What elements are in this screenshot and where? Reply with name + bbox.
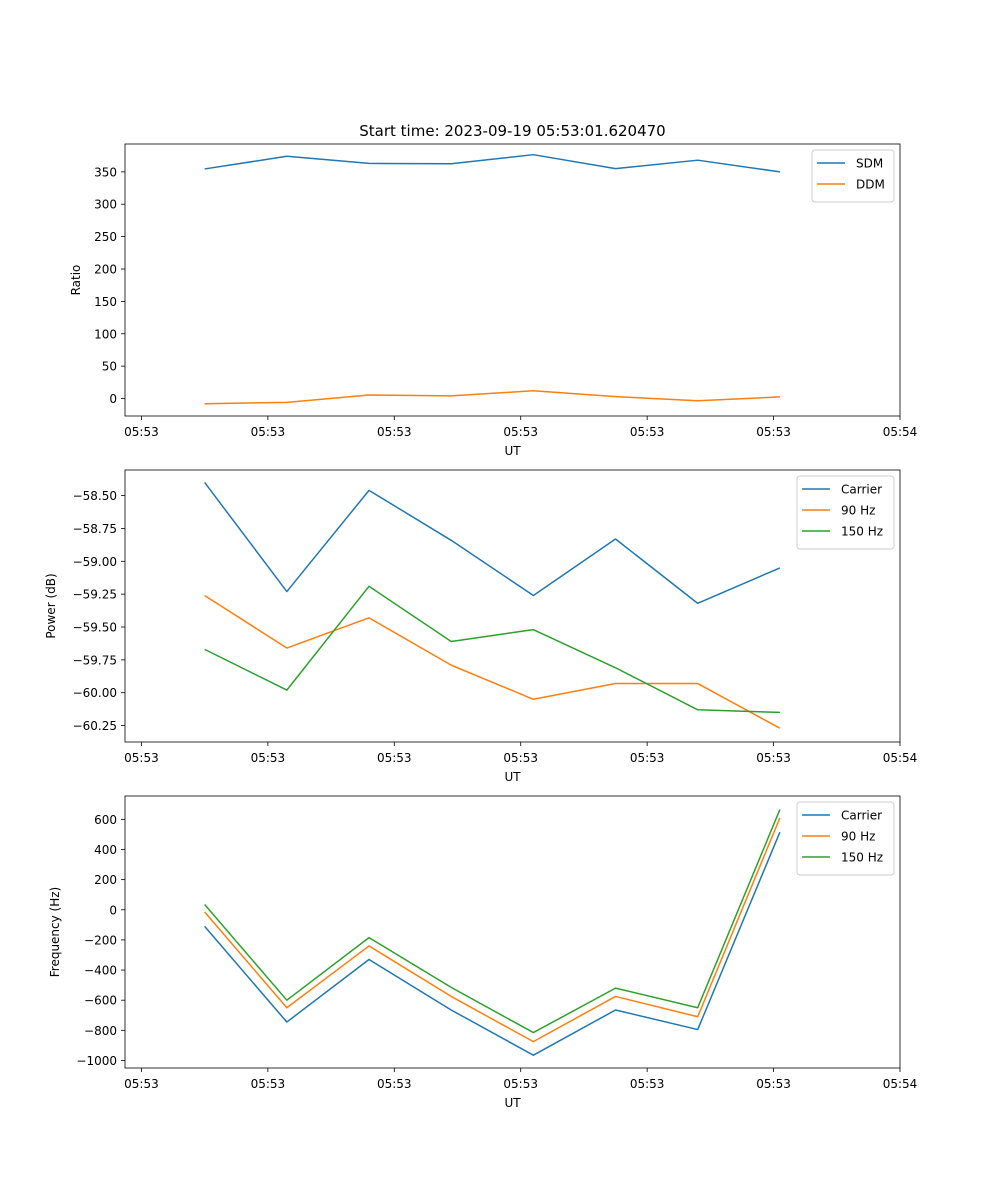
figure-title: Start time: 2023-09-19 05:53:01.620470 [359,122,665,140]
legend: SDM DDM [811,149,895,203]
x-tick-label: 05:53 [251,751,286,765]
series-line-150-hz [204,585,780,714]
legend-entry: Carrier [841,483,882,497]
y-tick-label: −400 [84,964,117,978]
x-tick-label: 05:53 [756,751,791,765]
y-tick-label: −59.00 [73,555,117,569]
chart-panel-2: 05:53 05:53 05:53 05:53 05:53 05:53 05:54 −60.2… [44,469,918,784]
legend: Carrier 90 Hz 150 Hz [796,475,895,550]
axes-frame [124,143,901,417]
legend-entry: 90 Hz [841,830,875,844]
x-axis-label: UT [504,444,521,458]
legend-entry: 90 Hz [841,504,875,518]
y-tick-label: 350 [94,165,117,179]
x-tick-label: 05:53 [756,425,791,439]
y-axis-label: Frequency (Hz) [48,887,62,978]
y-tick-label: 200 [94,873,117,887]
x-tick-label: 05:53 [756,1077,791,1091]
x-tick-label: 05:53 [377,425,412,439]
y-axis-label: Ratio [69,265,83,296]
x-tick-label: 05:53 [630,751,665,765]
y-tick-label: −58.75 [73,522,117,536]
y-tick-label: 300 [94,198,117,212]
x-axis-label: UT [504,1096,521,1110]
y-tick-label: 50 [102,360,117,374]
series-line-sdm [204,153,780,173]
legend: Carrier 90 Hz 150 Hz [796,801,895,876]
y-tick-label: −59.25 [73,588,117,602]
x-tick-label: 05:53 [124,425,159,439]
y-tick-label: 0 [109,392,117,406]
y-tick-label: 150 [94,295,117,309]
y-tick-label: −200 [84,933,117,947]
y-tick-label: −60.25 [73,719,117,733]
series-line-90-hz [204,817,781,1043]
x-tick-label: 05:53 [630,1077,665,1091]
chart-panel-1: 05:53 05:53 05:53 05:53 05:53 05:53 05:54 0 50 10… [69,143,918,458]
y-tick-label: −59.50 [73,621,117,635]
series-line-carrier [204,831,781,1056]
x-tick-label: 05:53 [503,1077,538,1091]
x-tick-label: 05:54 [883,425,918,439]
x-tick-label: 05:53 [124,751,159,765]
y-tick-label: −58.50 [73,489,117,503]
legend-entry: DDM [856,178,885,192]
chart-panel-3: 05:53 05:53 05:53 05:53 05:53 05:53 05:54 −1000… [48,795,918,1110]
x-tick-label: 05:53 [630,425,665,439]
x-tick-label: 05:54 [883,1077,918,1091]
legend-entry: 150 Hz [841,525,883,539]
series-line-carrier [204,482,781,605]
y-tick-label: −800 [84,1024,117,1038]
series-line-90-hz [204,594,781,729]
y-tick-label: 400 [94,843,117,857]
y-tick-label: −1000 [76,1054,117,1068]
legend-entry: 150 Hz [841,851,883,865]
x-tick-label: 05:53 [503,751,538,765]
x-tick-label: 05:54 [883,751,918,765]
x-tick-label: 05:53 [251,1077,286,1091]
y-tick-label: −60.00 [73,686,117,700]
y-tick-label: 200 [94,262,117,276]
x-axis-label: UT [504,770,521,784]
y-axis-label: Power (dB) [44,573,58,638]
x-tick-label: 05:53 [251,425,286,439]
y-tick-label: 100 [94,327,117,341]
y-tick-label: −59.75 [73,653,117,667]
y-tick-label: 600 [94,813,117,827]
y-tick-label: 250 [94,230,117,244]
y-tick-label: 0 [109,903,117,917]
legend-entry: SDM [856,157,883,171]
series-line-150-hz [204,809,781,1034]
series-line-ddm [204,389,780,405]
x-tick-label: 05:53 [377,1077,412,1091]
axes-frame [124,795,901,1069]
x-tick-label: 05:53 [377,751,412,765]
legend-entry: Carrier [841,809,882,823]
axes-frame [124,469,901,743]
x-tick-label: 05:53 [124,1077,159,1091]
y-tick-label: −600 [84,994,117,1008]
x-tick-label: 05:53 [503,425,538,439]
